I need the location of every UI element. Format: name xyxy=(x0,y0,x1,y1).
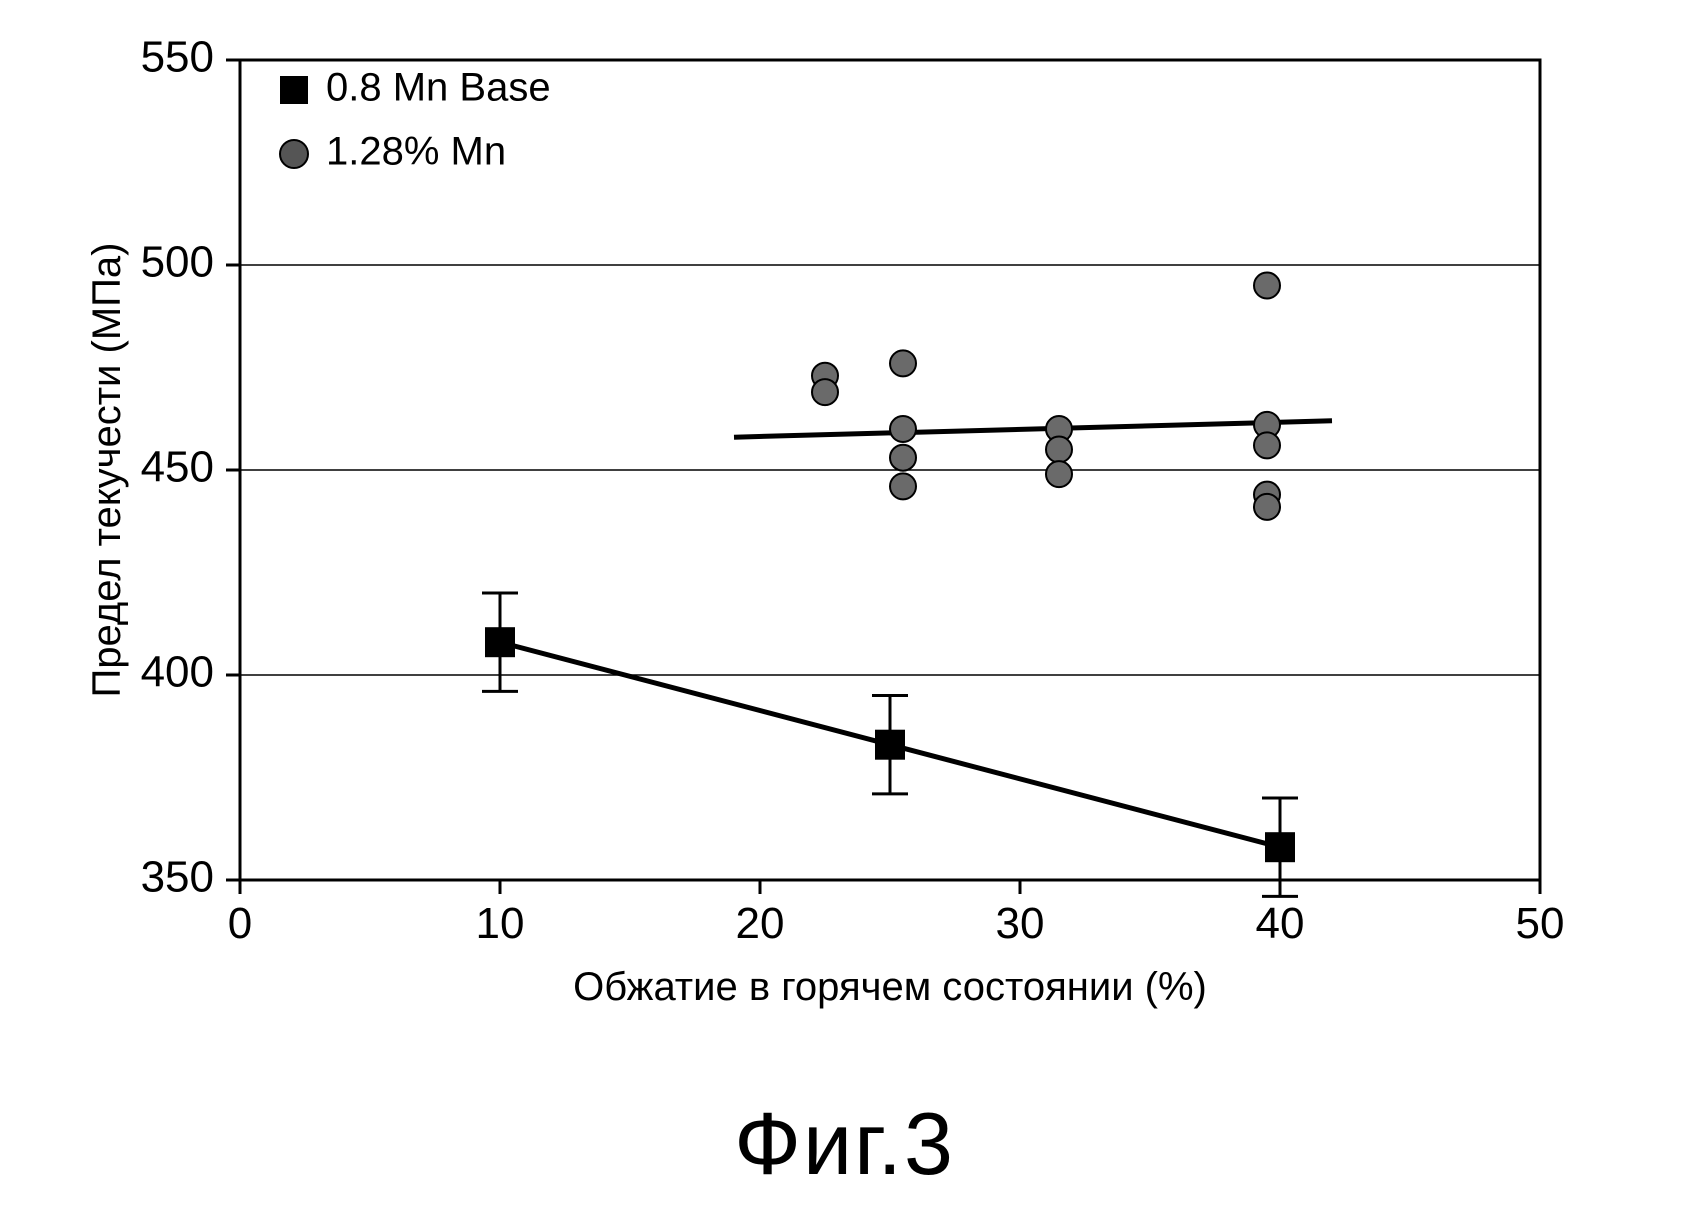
svg-text:400: 400 xyxy=(141,648,214,697)
svg-text:1.28% Mn: 1.28% Mn xyxy=(326,130,506,174)
svg-text:500: 500 xyxy=(141,238,214,287)
svg-text:550: 550 xyxy=(141,33,214,82)
yield-vs-reduction-chart: 350 400 450 500 550 0 10 20 30 40 50 Обжатие в горя… xyxy=(60,20,1620,1025)
svg-text:0: 0 xyxy=(228,899,252,948)
svg-text:50: 50 xyxy=(1516,899,1565,948)
x-axis-label: Обжатие в горячем состоянии (%) xyxy=(573,965,1207,1009)
svg-text:20: 20 xyxy=(736,899,785,948)
svg-text:0.8 Mn Base: 0.8 Mn Base xyxy=(326,66,551,110)
svg-text:10: 10 xyxy=(476,899,525,948)
svg-text:350: 350 xyxy=(141,853,214,902)
svg-text:40: 40 xyxy=(1256,899,1305,948)
svg-text:450: 450 xyxy=(141,443,214,492)
figure-caption: Фиг.3 xyxy=(0,1093,1689,1195)
svg-text:30: 30 xyxy=(996,899,1045,948)
y-axis-label: Предел текучести (МПа) xyxy=(85,243,129,698)
